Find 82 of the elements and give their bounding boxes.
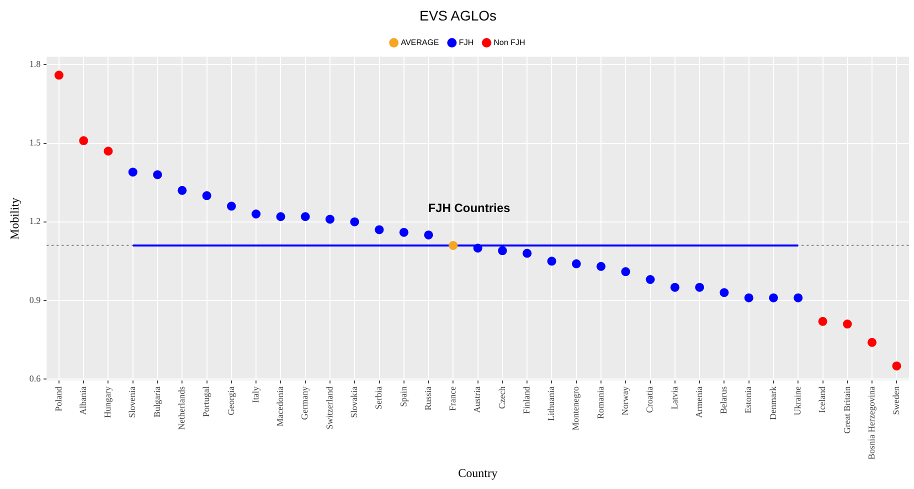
point	[695, 282, 704, 292]
x-tick-label: Russia	[422, 386, 433, 410]
point	[473, 244, 482, 253]
x-tick-label: Serbia	[374, 386, 384, 410]
x-tick-label: Iceland	[817, 386, 828, 413]
point	[300, 212, 310, 222]
point	[818, 316, 828, 326]
x-tick-label: Italy	[250, 386, 260, 403]
x-tick-label: Montenegro	[570, 386, 581, 430]
y-axis-title: Mobility	[7, 198, 22, 240]
point	[128, 168, 138, 177]
x-tick-label: Austria	[472, 386, 482, 413]
point	[794, 293, 803, 302]
x-tick-label: Croatia	[644, 386, 655, 413]
point	[670, 282, 680, 292]
point	[572, 259, 581, 268]
x-tick-label: Slovenia	[127, 386, 138, 418]
chart-title: EVS AGLOs	[419, 7, 497, 24]
point	[547, 256, 556, 266]
x-tick-label: Spain	[398, 386, 408, 407]
point	[276, 212, 286, 222]
x-tick-label: Georgia	[226, 386, 236, 416]
point	[374, 225, 384, 234]
x-tick-label: Poland	[53, 386, 64, 412]
x-tick-label: Netherlands	[176, 386, 187, 430]
x-tick-label: Great Britain	[842, 386, 852, 434]
x-tick-label: Bosnia Herzegovina	[866, 386, 876, 460]
point	[768, 293, 778, 302]
x-tick-label: Estonia	[743, 386, 754, 414]
y-tick-label: 1.8	[29, 59, 42, 70]
point	[178, 186, 187, 195]
x-tick-label: Germany	[300, 386, 310, 420]
point	[153, 170, 162, 180]
point	[646, 275, 655, 284]
x-tick-label: Czech	[496, 386, 507, 409]
point	[868, 338, 877, 347]
x-tick-label: Armenia	[694, 386, 704, 418]
y-tick-label: 1.5	[29, 138, 42, 148]
x-tick-label: Slovakia	[348, 386, 359, 418]
point	[621, 267, 630, 276]
x-tick-label: Portugal	[201, 386, 212, 417]
x-tick-label: Switzerland	[324, 386, 334, 430]
annotation: FJH Countries	[428, 201, 511, 216]
x-tick-label: Norway	[620, 386, 630, 416]
x-axis-title: Country	[458, 466, 498, 480]
point	[892, 361, 902, 370]
legend-label: FJH	[458, 38, 474, 48]
x-tick-label: Denmark	[768, 386, 778, 420]
x-tick-label: Macedonia	[275, 386, 286, 426]
x-tick-label: Lithuania	[546, 386, 556, 421]
legend-label: AVERAGE	[400, 38, 439, 48]
x-tick-label: France	[448, 386, 458, 411]
x-tick-label: Latvia	[669, 386, 680, 410]
point	[596, 262, 606, 271]
point	[399, 228, 408, 237]
y-tick-label: 1.2	[29, 216, 41, 226]
x-tick-label: Belarus	[718, 386, 729, 414]
x-tick-label: Hungary	[102, 386, 113, 418]
x-tick-label: Albania	[78, 386, 88, 415]
y-tick-label: 0.9	[29, 294, 42, 305]
point	[498, 246, 507, 256]
point	[54, 70, 64, 80]
point	[744, 293, 754, 302]
point	[448, 240, 458, 250]
x-tick-label: Romania	[595, 386, 606, 419]
point	[522, 248, 532, 258]
point	[202, 191, 212, 200]
point	[104, 146, 113, 156]
x-tick-label: Ukraine	[792, 386, 802, 416]
point	[325, 214, 334, 224]
legend-label: Non FJH	[494, 38, 526, 48]
x-tick-label: Finland	[521, 386, 532, 414]
point	[424, 230, 434, 240]
y-tick-label: 0.6	[29, 373, 42, 384]
point	[350, 217, 360, 226]
point	[79, 136, 88, 146]
x-tick-label: Sweden	[891, 386, 902, 415]
point	[252, 210, 261, 218]
point	[720, 288, 729, 298]
point	[226, 202, 236, 211]
x-tick-label: Bulgaria	[152, 386, 162, 418]
point	[842, 320, 852, 329]
